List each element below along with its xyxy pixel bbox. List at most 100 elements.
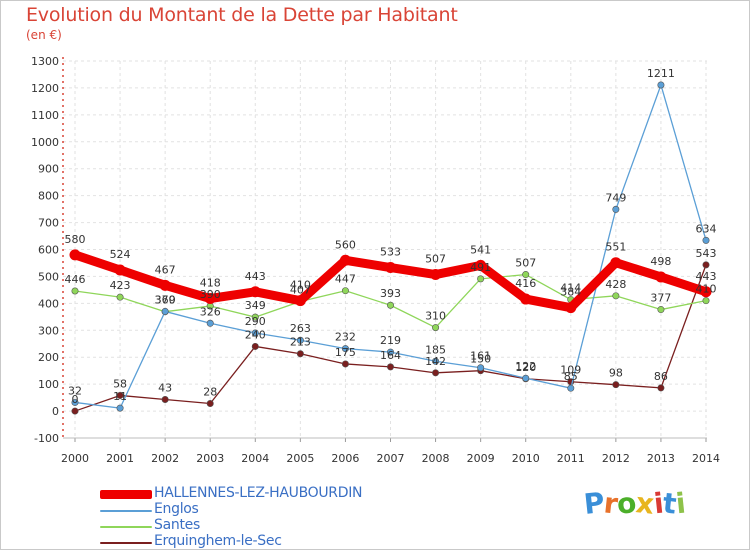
data-point-erquinghem-le-sec: [251, 342, 259, 350]
x-tick-label: 2002: [151, 452, 179, 465]
x-tick-label: 2009: [467, 452, 495, 465]
x-tick-label: 2007: [377, 452, 405, 465]
data-label-layer: 0 58 43 28 240 213 175 164 142 150 120 109 98 86 543 44…: [65, 67, 717, 406]
data-point-hallennes-lez-haubourdin: [520, 293, 532, 305]
data-point-erquinghem-le-sec: [116, 391, 124, 399]
data-point-hallennes-lez-haubourdin: [69, 249, 81, 261]
data-label-santes: 414: [560, 282, 581, 295]
data-point-erquinghem-le-sec: [432, 369, 440, 377]
y-tick-label: 100: [38, 378, 59, 391]
data-point-englos: [386, 348, 394, 356]
data-label-hallennes-lez-haubourdin: 418: [200, 277, 221, 290]
x-tick-label: 2006: [331, 452, 359, 465]
x-tick-label: 2013: [647, 452, 675, 465]
y-tick-label: 700: [38, 217, 59, 230]
data-label-santes: 410: [696, 283, 717, 296]
logo-letter: i: [673, 486, 687, 521]
data-label-santes: 446: [65, 273, 86, 286]
x-tick-label: 2005: [286, 452, 314, 465]
legend-label: Santes: [154, 517, 200, 533]
legend-swatch: [100, 542, 152, 544]
data-point-santes: [341, 287, 349, 295]
data-label-hallennes-lez-haubourdin: 410: [290, 279, 311, 292]
data-point-hallennes-lez-haubourdin: [700, 286, 712, 298]
data-label-englos: 161: [470, 350, 491, 363]
data-label-hallennes-lez-haubourdin: 551: [605, 241, 626, 254]
data-point-englos: [432, 357, 440, 365]
data-label-englos: 290: [245, 315, 266, 328]
data-point-englos: [341, 345, 349, 353]
data-label-erquinghem-le-sec: 120: [515, 361, 536, 374]
data-label-hallennes-lez-haubourdin: 467: [155, 263, 176, 276]
data-point-hallennes-lez-haubourdin: [565, 302, 577, 314]
data-point-erquinghem-le-sec: [657, 384, 665, 392]
chart-unit-label: (en €): [26, 28, 62, 42]
data-point-hallennes-lez-haubourdin: [655, 271, 667, 283]
x-tick-label: 2012: [602, 452, 630, 465]
y-tick-label: 0: [52, 405, 59, 418]
data-label-erquinghem-le-sec: 240: [245, 328, 266, 341]
data-point-englos: [71, 398, 79, 406]
data-point-santes: [386, 301, 394, 309]
grid-layer: [63, 60, 707, 439]
data-label-santes: 390: [200, 288, 221, 301]
data-point-englos: [161, 307, 169, 315]
data-point-santes: [612, 292, 620, 300]
data-label-hallennes-lez-haubourdin: 384: [560, 286, 581, 299]
data-point-santes: [702, 297, 710, 305]
data-label-santes: 377: [650, 292, 671, 305]
data-label-erquinghem-le-sec: 213: [290, 336, 311, 349]
series-layer: [69, 81, 712, 415]
data-label-englos: 122: [515, 360, 536, 373]
legend-label: HALLENNES-LEZ-HAUBOURDIN: [154, 485, 363, 501]
data-label-englos: 185: [425, 343, 446, 356]
data-label-hallennes-lez-haubourdin: 580: [65, 233, 86, 246]
data-point-hallennes-lez-haubourdin: [610, 257, 622, 269]
data-label-englos: 326: [200, 305, 221, 318]
data-label-santes: 393: [380, 287, 401, 300]
proxiti-logo: Proxiti: [582, 486, 687, 521]
data-point-hallennes-lez-haubourdin: [430, 269, 442, 281]
data-label-hallennes-lez-haubourdin: 443: [696, 270, 717, 283]
data-point-erquinghem-le-sec: [296, 350, 304, 358]
data-label-erquinghem-le-sec: 28: [203, 386, 217, 399]
data-point-santes: [657, 306, 665, 314]
data-label-santes: 428: [605, 278, 626, 291]
data-label-erquinghem-le-sec: 142: [425, 355, 446, 368]
data-label-englos: 219: [380, 334, 401, 347]
y-tick-label: 900: [38, 163, 59, 176]
data-label-englos: 263: [290, 322, 311, 335]
data-label-erquinghem-le-sec: 98: [609, 367, 623, 380]
data-point-englos: [522, 374, 530, 382]
data-label-englos: 634: [696, 222, 717, 235]
data-point-englos: [477, 364, 485, 372]
data-point-englos: [251, 329, 259, 337]
x-tick-label: 2000: [61, 452, 89, 465]
data-point-erquinghem-le-sec: [71, 407, 79, 415]
data-label-erquinghem-le-sec: 109: [560, 364, 581, 377]
data-point-hallennes-lez-haubourdin: [204, 293, 216, 305]
data-point-erquinghem-le-sec: [386, 363, 394, 371]
legend-swatch: [100, 510, 152, 512]
data-point-santes: [116, 293, 124, 301]
axis-layer: -100010020030040050060070080090010001100…: [31, 55, 720, 465]
y-tick-label: 1000: [31, 136, 59, 149]
data-label-hallennes-lez-haubourdin: 443: [245, 270, 266, 283]
data-label-santes: 349: [245, 299, 266, 312]
data-label-erquinghem-le-sec: 0: [72, 393, 79, 406]
x-tick-label: 2001: [106, 452, 134, 465]
data-label-hallennes-lez-haubourdin: 498: [650, 255, 671, 268]
y-tick-label: 1100: [31, 109, 59, 122]
y-tick-label: -100: [34, 432, 59, 445]
data-point-englos: [612, 205, 620, 213]
data-point-hallennes-lez-haubourdin: [294, 295, 306, 307]
data-label-erquinghem-le-sec: 543: [696, 247, 717, 260]
data-label-hallennes-lez-haubourdin: 533: [380, 246, 401, 259]
data-label-erquinghem-le-sec: 150: [470, 353, 491, 366]
y-tick-label: 600: [38, 244, 59, 257]
y-tick-label: 200: [38, 351, 59, 364]
x-tick-label: 2014: [692, 452, 720, 465]
data-label-santes: 310: [425, 310, 446, 323]
legend-swatch: [100, 526, 152, 528]
